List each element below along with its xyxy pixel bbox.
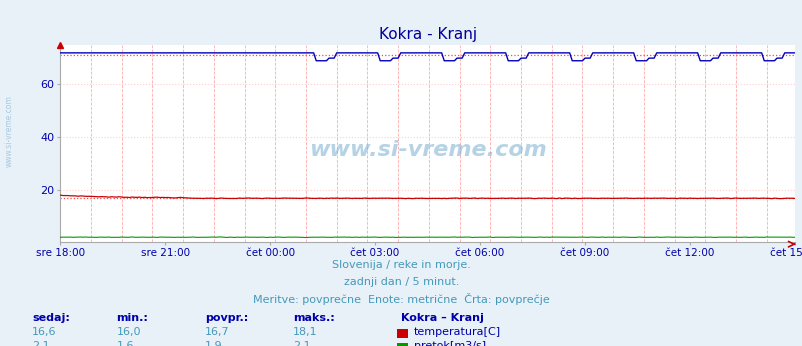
Text: 2,1: 2,1 — [32, 341, 50, 346]
Text: min.:: min.: — [116, 313, 148, 323]
Text: 16,0: 16,0 — [116, 327, 141, 337]
Text: 16,6: 16,6 — [32, 327, 57, 337]
Text: 2,1: 2,1 — [293, 341, 310, 346]
Text: 1,6: 1,6 — [116, 341, 134, 346]
Title: Kokra - Kranj: Kokra - Kranj — [378, 27, 476, 43]
Text: Kokra – Kranj: Kokra – Kranj — [401, 313, 484, 323]
Text: 1,9: 1,9 — [205, 341, 222, 346]
Text: temperatura[C]: temperatura[C] — [413, 327, 500, 337]
Text: pretok[m3/s]: pretok[m3/s] — [413, 341, 485, 346]
Text: zadnji dan / 5 minut.: zadnji dan / 5 minut. — [343, 277, 459, 288]
Text: maks.:: maks.: — [293, 313, 334, 323]
Text: www.si-vreme.com: www.si-vreme.com — [5, 95, 14, 167]
Text: 18,1: 18,1 — [293, 327, 318, 337]
Text: Meritve: povprečne  Enote: metrične  Črta: povprečje: Meritve: povprečne Enote: metrične Črta:… — [253, 293, 549, 305]
Text: povpr.:: povpr.: — [205, 313, 248, 323]
Text: 16,7: 16,7 — [205, 327, 229, 337]
Text: Slovenija / reke in morje.: Slovenija / reke in morje. — [332, 260, 470, 270]
Text: www.si-vreme.com: www.si-vreme.com — [308, 139, 546, 160]
Text: sedaj:: sedaj: — [32, 313, 70, 323]
